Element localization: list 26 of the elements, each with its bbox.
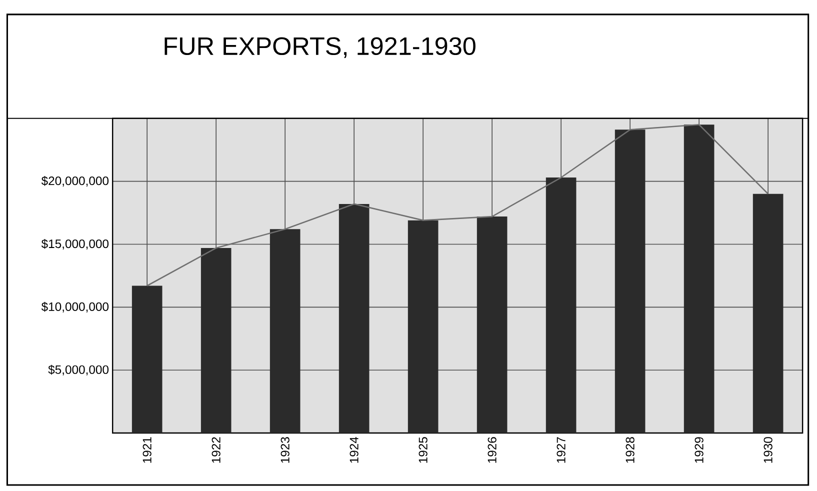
bar (408, 220, 438, 434)
x-tick-label: 1930 (764, 437, 772, 463)
bar (684, 124, 714, 434)
x-tick-label: 1929 (694, 437, 704, 463)
bar (132, 286, 162, 434)
bar (752, 194, 784, 434)
y-tick-label: $10,000,000 (41, 302, 109, 313)
bar (338, 204, 370, 434)
chart-title: FUR EXPORTS, 1921-1930 (164, 37, 476, 58)
y-tick-label: $20,000,000 (41, 176, 109, 187)
x-tick-label: 1927 (556, 437, 566, 463)
y-tick-label: $5,000,000 (48, 364, 109, 376)
bar (270, 229, 300, 434)
x-tick-label: 1926 (488, 437, 496, 463)
bar (614, 130, 646, 434)
x-tick-label: 1924 (350, 437, 358, 463)
x-tick-label: 1925 (418, 437, 428, 463)
line-series (146, 124, 769, 287)
x-tick-label: 1922 (212, 437, 220, 463)
x-tick-label: 1928 (626, 437, 634, 463)
x-tick-label: 1923 (280, 437, 290, 463)
y-tick-label: $15,000,000 (41, 239, 109, 250)
bar (200, 248, 232, 434)
x-tick-label: 1921 (142, 437, 152, 463)
bar (546, 178, 576, 434)
bar (476, 216, 508, 434)
